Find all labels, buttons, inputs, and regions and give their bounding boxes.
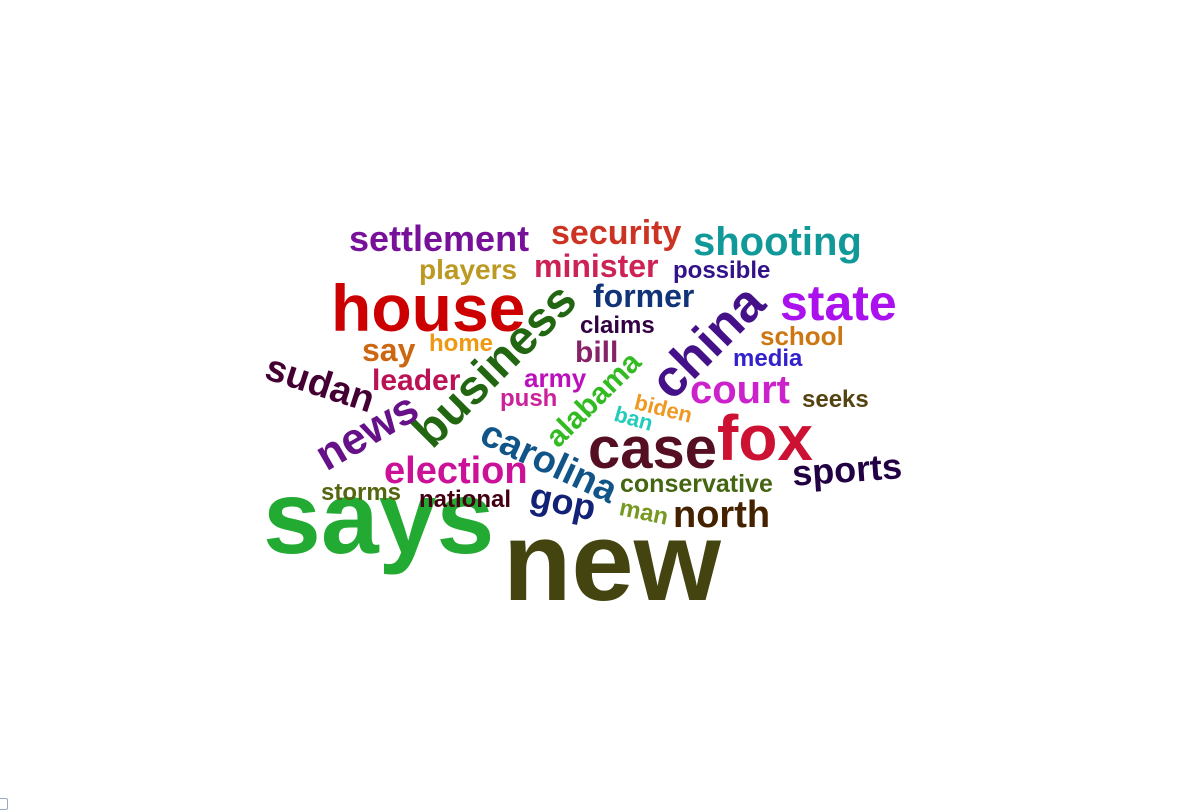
word-bill: bill <box>575 336 619 369</box>
word-claims: claims <box>580 312 655 339</box>
word-settlement: settlement <box>349 218 530 259</box>
word-north: north <box>673 494 771 536</box>
word-possible: possible <box>673 257 771 284</box>
word-case: case <box>588 416 718 481</box>
word-sports: sports <box>790 445 904 494</box>
word-state: state <box>780 275 897 331</box>
word-media: media <box>733 345 803 372</box>
word-court: court <box>690 368 790 412</box>
word-seeks: seeks <box>802 386 869 413</box>
word-house: house <box>331 271 526 345</box>
word-players: players <box>419 254 518 285</box>
word-leader: leader <box>372 364 461 397</box>
word-election: election <box>384 450 528 492</box>
word-former: former <box>593 278 695 314</box>
word-security: security <box>551 214 682 252</box>
word-push: push <box>500 385 558 412</box>
word-fox: fox <box>717 402 813 474</box>
word-say: say <box>362 332 416 368</box>
word-new: new <box>503 499 721 624</box>
word-shooting: shooting <box>693 220 862 264</box>
corner-indicator-icon <box>0 798 8 810</box>
word-says: says <box>263 460 495 576</box>
word-home: home <box>429 330 494 357</box>
word-school: school <box>760 321 844 351</box>
word-minister: minister <box>534 248 659 284</box>
word-storms: storms <box>321 479 402 506</box>
word-conservative: conservative <box>620 470 773 498</box>
word-army: army <box>524 363 587 393</box>
word-national: national <box>419 486 512 513</box>
